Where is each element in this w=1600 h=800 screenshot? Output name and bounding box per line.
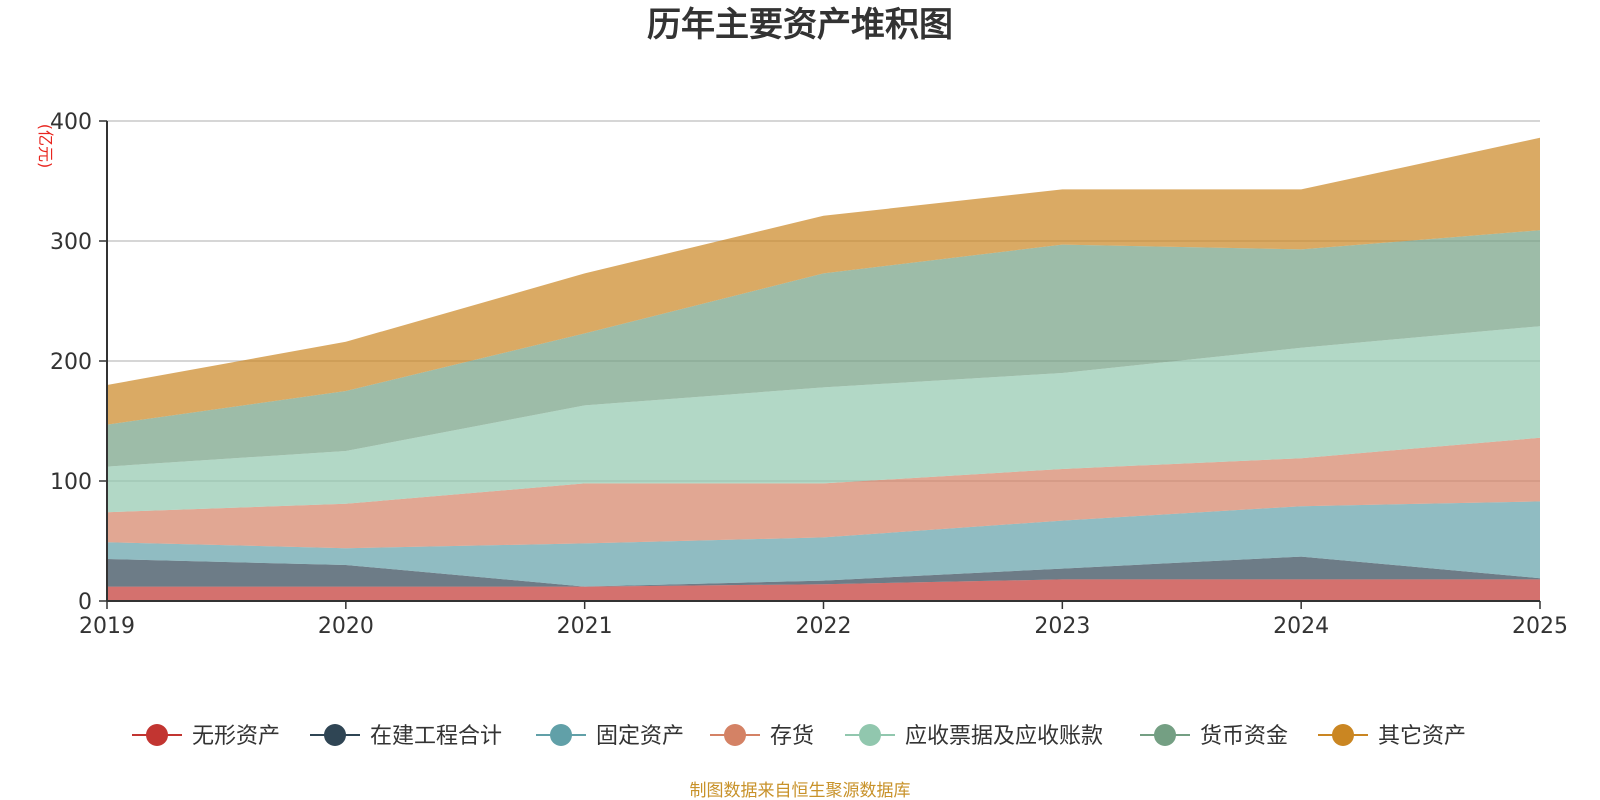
area-应收票据及应收账款 [107,326,1540,513]
legend-item[interactable]: 存货 [710,724,814,749]
legend-item[interactable]: 固定资产 [536,724,684,749]
legend-label: 存货 [770,724,814,749]
legend-label: 其它资产 [1378,724,1466,749]
legend-marker [724,724,746,746]
y-tick-labels: 0 100 200 300 400 [50,110,92,615]
legend-label: 固定资产 [596,724,684,749]
area-在建工程合计 [107,556,1540,587]
x-tick-label: 2024 [1273,614,1329,639]
x-tick-labels: 2019 2020 2021 2022 2023 2024 2025 [79,601,1568,639]
legend-label: 应收票据及应收账款 [905,724,1103,749]
area-无形资产 [107,579,1540,601]
x-tick-label: 2025 [1512,614,1568,639]
legend: 无形资产 在建工程合计 固定资产 存货 应收票据及应收账款 货币资金 其它资产 [132,724,1466,749]
legend-item[interactable]: 无形资产 [132,724,280,749]
area-固定资产 [107,501,1540,587]
x-tick-label: 2022 [796,614,852,639]
x-tick-label: 2020 [318,614,374,639]
chart-title: 历年主要资产堆积图 [647,5,953,45]
y-tick-label: 200 [50,350,92,375]
y-tick-label: 400 [50,110,92,135]
area-series-group [107,137,1540,601]
y-axis-unit-label: (亿元) [36,124,55,169]
x-tick-label: 2019 [79,614,135,639]
legend-marker [1154,724,1176,746]
legend-item[interactable]: 应收票据及应收账款 [845,724,1103,749]
x-tick-label: 2021 [557,614,613,639]
legend-marker [146,724,168,746]
legend-item[interactable]: 其它资产 [1318,724,1466,749]
legend-label: 无形资产 [192,724,280,749]
y-tick-label: 300 [50,230,92,255]
legend-item[interactable]: 货币资金 [1140,724,1288,749]
area-货币资金 [107,230,1540,467]
legend-label: 货币资金 [1200,724,1288,749]
source-note: 制图数据来自恒生聚源数据库 [690,781,911,800]
legend-marker [550,724,572,746]
legend-label: 在建工程合计 [370,724,502,749]
area-存货 [107,437,1540,549]
area-其它资产 [107,137,1540,425]
y-tick-label: 100 [50,470,92,495]
legend-marker [1332,724,1354,746]
y-tick-label: 0 [78,590,92,615]
legend-marker [324,724,346,746]
x-tick-label: 2023 [1034,614,1090,639]
legend-marker [859,724,881,746]
legend-item[interactable]: 在建工程合计 [310,724,502,749]
